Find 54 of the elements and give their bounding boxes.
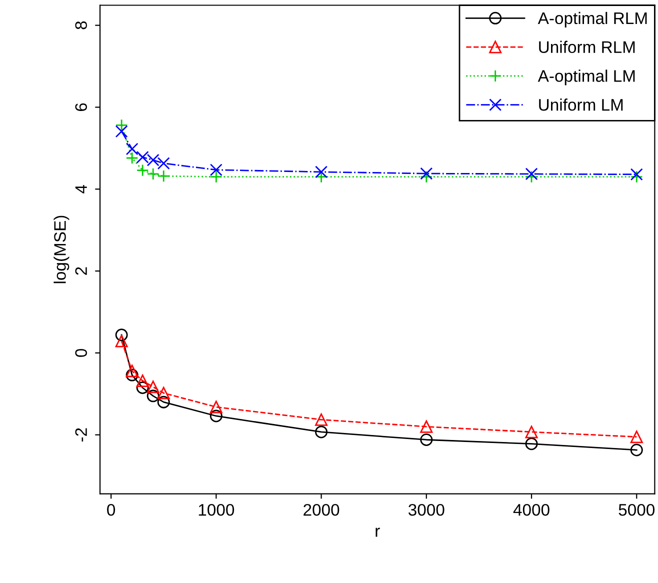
x-tick-label: 3000 bbox=[408, 504, 444, 516]
point bbox=[210, 400, 222, 414]
y-tick-label: 2 bbox=[75, 267, 87, 275]
point bbox=[630, 170, 643, 184]
point bbox=[136, 164, 149, 177]
point bbox=[630, 168, 643, 181]
y-tick-label: 8 bbox=[75, 21, 87, 30]
x-tick-label: 5000 bbox=[618, 504, 655, 516]
point bbox=[126, 364, 138, 378]
point bbox=[157, 396, 170, 408]
x-tick-label: 1000 bbox=[198, 504, 234, 516]
x-tick-label: 2000 bbox=[304, 504, 340, 516]
point bbox=[525, 168, 538, 180]
point bbox=[525, 438, 538, 450]
point bbox=[210, 410, 222, 422]
point bbox=[420, 170, 433, 184]
point bbox=[420, 433, 433, 446]
point bbox=[315, 426, 328, 438]
point bbox=[630, 444, 643, 456]
x-axis-title: r bbox=[376, 528, 380, 537]
point bbox=[210, 164, 222, 176]
point bbox=[420, 167, 433, 180]
point bbox=[126, 142, 138, 156]
point bbox=[315, 166, 328, 178]
y-tick-label: -2 bbox=[75, 428, 87, 442]
point bbox=[136, 374, 149, 388]
point bbox=[315, 413, 328, 426]
point bbox=[525, 170, 538, 184]
legend-label: A-optimal RLM bbox=[538, 12, 647, 28]
y-axis-title: log(MSE) bbox=[54, 216, 70, 284]
x-tick-label: 0 bbox=[107, 504, 116, 516]
point bbox=[630, 430, 643, 444]
legend-label: Uniform LM bbox=[539, 98, 623, 111]
point bbox=[115, 125, 128, 138]
point bbox=[126, 152, 138, 164]
point bbox=[420, 420, 433, 433]
y-tick-label: 6 bbox=[75, 103, 87, 112]
point bbox=[115, 118, 128, 132]
legend-label: Uniform RLM bbox=[539, 40, 635, 54]
point bbox=[146, 168, 160, 180]
point bbox=[146, 380, 160, 394]
point bbox=[115, 334, 128, 348]
point bbox=[157, 170, 170, 182]
point bbox=[146, 390, 160, 402]
point bbox=[115, 328, 128, 342]
legend-label: A-optimal LM bbox=[538, 70, 635, 86]
point bbox=[525, 426, 538, 438]
point bbox=[126, 368, 138, 382]
x-tick-label: 4000 bbox=[513, 504, 550, 516]
y-tick-label: 4 bbox=[75, 184, 87, 194]
point bbox=[210, 170, 222, 184]
point bbox=[136, 381, 149, 394]
point bbox=[157, 386, 170, 400]
y-tick-label: 0 bbox=[75, 348, 87, 357]
